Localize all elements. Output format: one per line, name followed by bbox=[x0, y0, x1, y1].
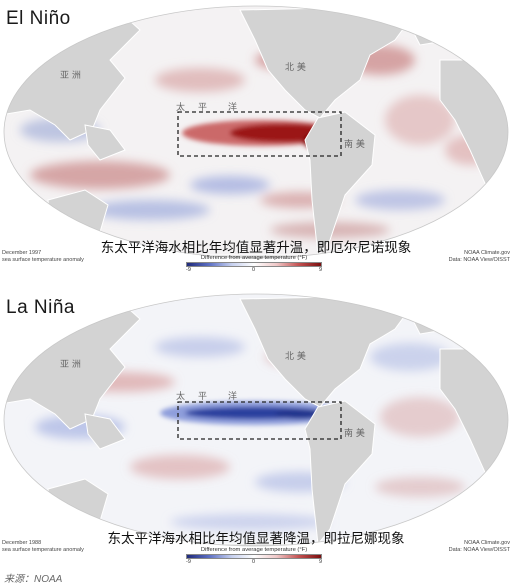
caption: 东太平洋海水相比年均值显著升温，即厄尔尼诺现象 bbox=[100, 240, 412, 256]
label-asia: 亚 洲 bbox=[60, 71, 81, 81]
label-asia: 亚 洲 bbox=[60, 360, 81, 370]
source-credit: 来源：NOAA bbox=[4, 574, 63, 585]
credit-line-2: Data: NOAA View/OISST bbox=[448, 546, 510, 553]
cool-tongue bbox=[160, 401, 350, 425]
label-north-america: 北 美 bbox=[285, 63, 306, 73]
legend-min: -9 bbox=[186, 267, 191, 273]
label-pacific-2: 平 bbox=[198, 392, 208, 402]
highlight-box bbox=[177, 111, 342, 157]
color-legend: Difference from average temperature (°F)… bbox=[186, 547, 322, 566]
legend-title: Difference from average temperature (°F) bbox=[200, 547, 308, 553]
legend-max: 9 bbox=[318, 559, 322, 565]
map-credit: NOAA Climate.gov Data: NOAA View/OISST bbox=[449, 250, 510, 263]
metric-line: sea surface temperature anomaly bbox=[2, 256, 84, 263]
label-north-america: 北 美 bbox=[285, 352, 306, 362]
el-nino-panel: El Niño bbox=[0, 0, 512, 287]
la-nina-panel: La Niña bbox=[0, 287, 512, 587]
date-line: December 1988 bbox=[2, 540, 42, 546]
land bbox=[4, 294, 508, 546]
legend-min: -9 bbox=[186, 559, 191, 565]
credit-line-2: Data: NOAA View/OISST bbox=[448, 256, 510, 263]
legend-mid: 0 bbox=[252, 559, 256, 565]
panel-title: El Niño bbox=[6, 8, 71, 29]
la-nina-anomaly-map bbox=[3, 293, 509, 547]
metric-line: sea surface temperature anomaly bbox=[2, 546, 84, 553]
label-pacific-3: 洋 bbox=[228, 103, 238, 113]
legend-max: 9 bbox=[318, 267, 322, 273]
credit-line-1: NOAA Climate.gov bbox=[464, 250, 510, 256]
legend-title: Difference from average temperature (°F) bbox=[200, 255, 308, 261]
legend-color-bar bbox=[186, 262, 322, 267]
label-pacific-2: 平 bbox=[198, 103, 208, 113]
label-south-america: 南 美 bbox=[344, 429, 365, 439]
label-south-america: 南 美 bbox=[344, 140, 365, 150]
legend-mid: 0 bbox=[252, 267, 256, 273]
date-line: December 1997 bbox=[2, 250, 42, 256]
map-metadata: December 1997 sea surface temperature an… bbox=[2, 250, 84, 263]
color-legend: Difference from average temperature (°F)… bbox=[186, 255, 322, 274]
legend-ticks: -9 0 9 bbox=[186, 267, 322, 274]
label-pacific-1: 太 bbox=[176, 103, 186, 113]
legend-ticks: -9 0 9 bbox=[186, 559, 322, 566]
highlight-box bbox=[177, 401, 342, 440]
el-nino-anomaly-map bbox=[3, 5, 509, 259]
panel-title: La Niña bbox=[6, 297, 75, 318]
label-pacific-3: 洋 bbox=[228, 392, 238, 402]
label-pacific-1: 太 bbox=[176, 392, 186, 402]
caption: 东太平洋海水相比年均值显著降温，即拉尼娜现象 bbox=[107, 531, 405, 547]
credit-line-1: NOAA Climate.gov bbox=[464, 540, 510, 546]
legend-color-bar bbox=[186, 554, 322, 559]
map-credit: NOAA Climate.gov Data: NOAA View/OISST bbox=[449, 540, 510, 553]
map-metadata: December 1988 sea surface temperature an… bbox=[2, 540, 84, 553]
